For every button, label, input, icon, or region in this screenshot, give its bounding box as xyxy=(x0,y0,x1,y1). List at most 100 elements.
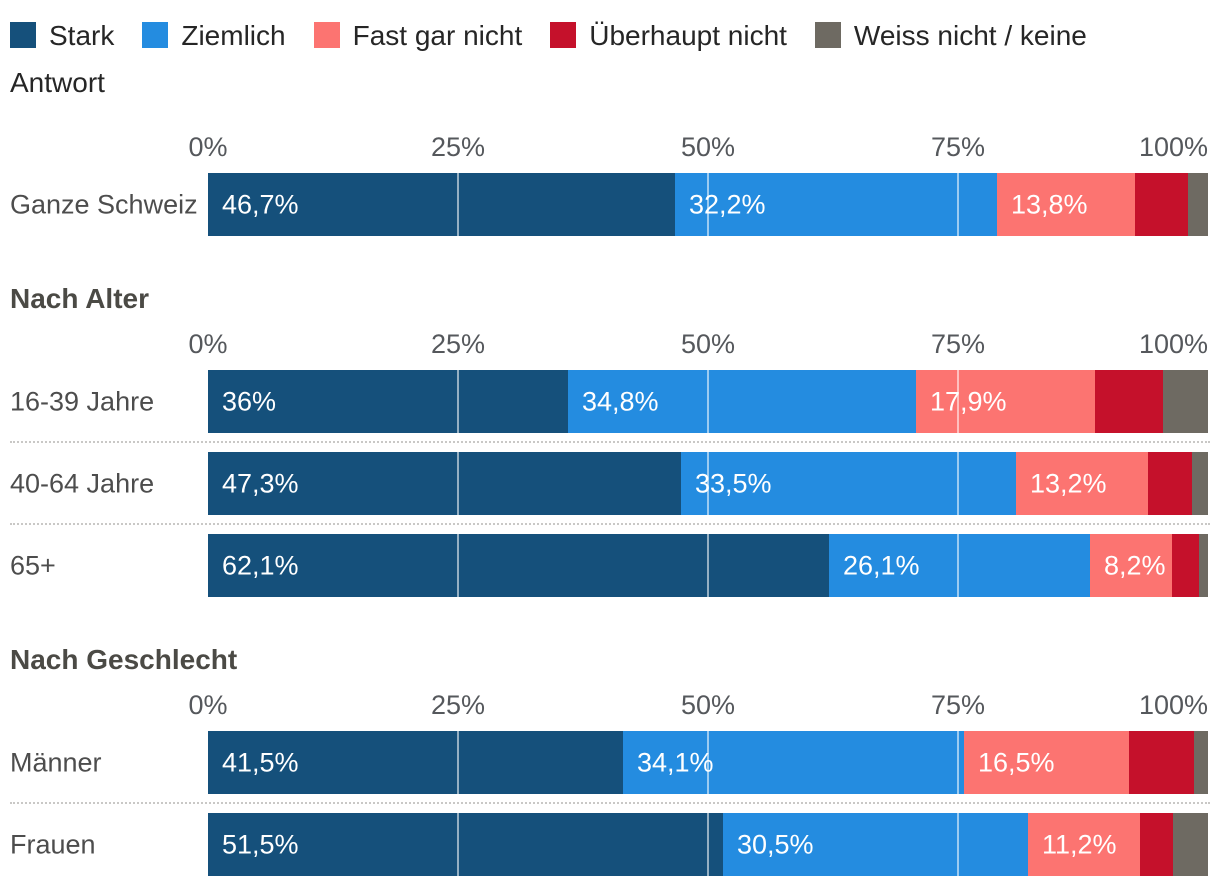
segment-value-label: 8,2% xyxy=(1104,550,1166,580)
bar-row-65: 65+ 62,1% 26,1% 8,2% xyxy=(0,534,1220,597)
legend-label: Ziemlich xyxy=(181,20,286,51)
segment-stark: 46,7% xyxy=(208,173,675,236)
segment-stark: 36% xyxy=(208,370,568,433)
segment-value-label: 33,5% xyxy=(695,468,772,498)
segment-weiss-nicht-keine-antwort xyxy=(1163,370,1208,433)
segment-berhaupt-nicht xyxy=(1095,370,1163,433)
row-label: Ganze Schweiz xyxy=(10,189,198,219)
segment-value-label: 36% xyxy=(222,386,277,416)
segment-berhaupt-nicht xyxy=(1148,452,1192,515)
segment-value-label: 13,2% xyxy=(1030,468,1107,498)
legend-swatch-weiss-nicht-keine-antwort-icon xyxy=(814,22,841,48)
bar-track: 51,5% 30,5% 11,2% xyxy=(208,813,1208,876)
segment-ziemlich: 34,8% xyxy=(568,370,916,433)
legend-item-berhaupt-nicht: Überhaupt nicht xyxy=(550,20,787,51)
segment-berhaupt-nicht xyxy=(1135,173,1188,236)
axis-tick-75: 75% xyxy=(930,329,986,359)
bar-track: 41,5% 34,1% 16,5% xyxy=(208,731,1208,794)
segment-value-label: 34,1% xyxy=(637,747,714,777)
axis-tick-0: 0% xyxy=(188,132,228,162)
segment-ziemlich: 26,1% xyxy=(829,534,1090,597)
axis-tick-50: 50% xyxy=(680,329,736,359)
segment-value-label: 47,3% xyxy=(222,468,299,498)
segment-stark: 47,3% xyxy=(208,452,681,515)
section-nach-geschlecht: Nach Geschlecht 0% 25% 50% 75% 100% Männer 41,5… xyxy=(0,644,1220,876)
segment-value-label: 13,8% xyxy=(1011,189,1088,219)
bar-row-frauen: Frauen 51,5% 30,5% 11,2% xyxy=(0,813,1220,876)
segment-stark: 41,5% xyxy=(208,731,623,794)
segment-fast-gar-nicht: 13,2% xyxy=(1016,452,1148,515)
axis-tick-25: 25% xyxy=(430,132,486,162)
segment-ziemlich: 33,5% xyxy=(681,452,1016,515)
bar-track: 47,3% 33,5% 13,2% xyxy=(208,452,1208,515)
segment-ziemlich: 32,2% xyxy=(675,173,997,236)
segment-value-label: 17,9% xyxy=(930,386,1007,416)
bar-row-ganze-schweiz: Ganze Schweiz 46,7% 32,2% 13,8% xyxy=(0,173,1220,236)
segment-value-label: 34,8% xyxy=(582,386,659,416)
legend-item-ziemlich: Ziemlich xyxy=(142,20,286,51)
segment-value-label: 11,2% xyxy=(1042,829,1117,859)
row-label: Männer xyxy=(10,747,102,777)
axis-tick-100: 100% xyxy=(1138,690,1208,720)
segment-weiss-nicht-keine-antwort xyxy=(1199,534,1208,597)
row-label: Frauen xyxy=(10,829,96,859)
legend-swatch-ziemlich-icon xyxy=(142,22,169,48)
section-title: Nach Geschlecht xyxy=(10,644,238,675)
row-separator xyxy=(0,515,1220,534)
segment-weiss-nicht-keine-antwort xyxy=(1192,452,1208,515)
segment-berhaupt-nicht xyxy=(1172,534,1199,597)
segment-fast-gar-nicht: 13,8% xyxy=(997,173,1135,236)
legend-label: Überhaupt nicht xyxy=(589,20,787,51)
section-nach-alter: Nach Alter 0% 25% 50% 75% 100% 16-39 Jahre 36% 3… xyxy=(0,283,1220,597)
row-separator xyxy=(0,433,1220,452)
segment-berhaupt-nicht xyxy=(1129,731,1194,794)
legend: Stark Ziemlich Fast gar nicht Überhaupt nic… xyxy=(0,0,1220,106)
segment-value-label: 62,1% xyxy=(222,550,299,580)
segment-ziemlich: 30,5% xyxy=(723,813,1028,876)
segment-fast-gar-nicht: 17,9% xyxy=(916,370,1095,433)
bar-row-40-64-jahre: 40-64 Jahre 47,3% 33,5% 13,2% xyxy=(0,452,1220,515)
axis-tick-25: 25% xyxy=(430,329,486,359)
section-total: 0% 25% 50% 75% 100% Ganze Schweiz 46,7% 32,2% 13… xyxy=(0,132,1220,236)
axis-tick-0: 0% xyxy=(188,690,228,720)
row-label: 65+ xyxy=(10,550,56,580)
legend-label: Weiss nicht / keine Antwort xyxy=(10,20,1087,98)
segment-weiss-nicht-keine-antwort xyxy=(1188,173,1208,236)
segment-value-label: 41,5% xyxy=(222,747,299,777)
segment-berhaupt-nicht xyxy=(1140,813,1173,876)
bar-track: 46,7% 32,2% 13,8% xyxy=(208,173,1208,236)
segment-value-label: 46,7% xyxy=(222,189,299,219)
legend-item-fast-gar-nicht: Fast gar nicht xyxy=(313,20,523,51)
axis-tick-25: 25% xyxy=(430,690,486,720)
bar-row-m-nner: Männer 41,5% 34,1% 16,5% xyxy=(0,731,1220,794)
segment-fast-gar-nicht: 11,2% xyxy=(1028,813,1140,876)
axis-tick-75: 75% xyxy=(930,690,986,720)
segment-fast-gar-nicht: 8,2% xyxy=(1090,534,1172,597)
axis-tick-50: 50% xyxy=(680,690,736,720)
axis-row: 0% 25% 50% 75% 100% xyxy=(188,132,1208,163)
segment-weiss-nicht-keine-antwort xyxy=(1173,813,1208,876)
segment-value-label: 16,5% xyxy=(978,747,1055,777)
bar-track: 62,1% 26,1% 8,2% xyxy=(208,534,1208,597)
axis-tick-75: 75% xyxy=(930,132,986,162)
axis-tick-50: 50% xyxy=(680,132,736,162)
axis-row: 0% 25% 50% 75% 100% xyxy=(188,690,1208,721)
segment-stark: 51,5% xyxy=(208,813,723,876)
segment-value-label: 30,5% xyxy=(737,829,814,859)
legend-swatch-stark-icon xyxy=(10,22,36,48)
row-label: 40-64 Jahre xyxy=(10,468,155,498)
axis-tick-100: 100% xyxy=(1138,132,1208,162)
row-separator xyxy=(0,794,1220,813)
segment-ziemlich: 34,1% xyxy=(623,731,964,794)
bar-track: 36% 34,8% 17,9% xyxy=(208,370,1208,433)
segment-value-label: 32,2% xyxy=(689,189,766,219)
bar-row-16-39-jahre: 16-39 Jahre 36% 34,8% 17,9% xyxy=(0,370,1220,433)
legend-label: Stark xyxy=(49,20,115,51)
legend-item-weiss-nicht-keine-antwort: Weiss nicht / keine Antwort xyxy=(10,20,1087,98)
axis-tick-0: 0% xyxy=(188,329,228,359)
legend-swatch-berhaupt-nicht-icon xyxy=(550,22,577,48)
stacked-bar-chart: 0% 25% 50% 75% 100% Ganze Schweiz 46,7% 32,2% 13… xyxy=(0,132,1220,876)
legend-label: Fast gar nicht xyxy=(352,20,523,51)
segment-stark: 62,1% xyxy=(208,534,829,597)
segment-value-label: 51,5% xyxy=(222,829,299,859)
